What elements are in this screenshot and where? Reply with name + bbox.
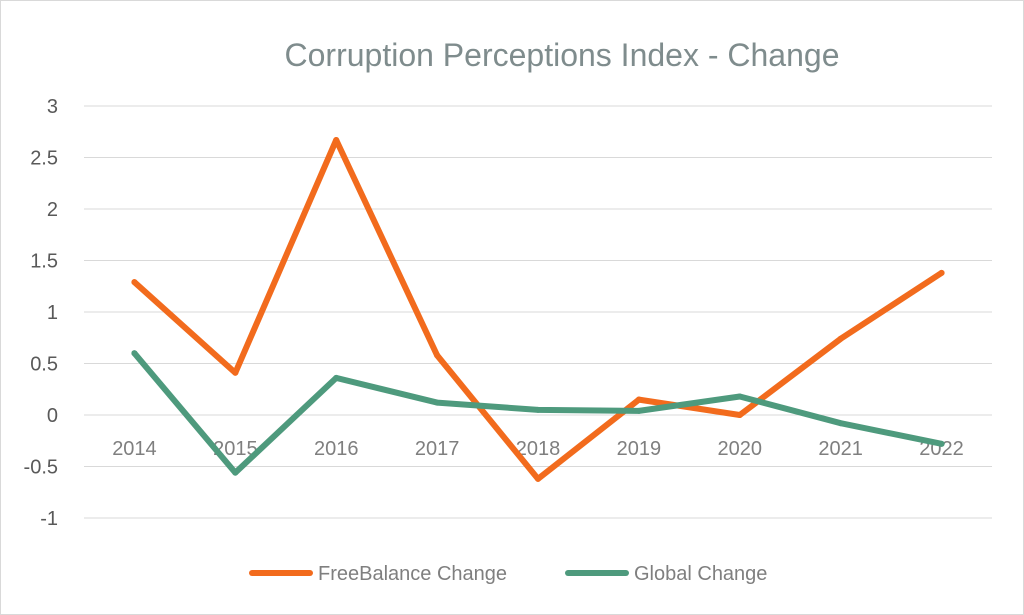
x-tick-label: 2020 xyxy=(718,438,763,460)
x-tick-label: 2015 xyxy=(213,438,258,460)
series-lines xyxy=(131,136,945,482)
y-axis-tick-labels: 3 2.5 2 1.5 1 0.5 0 -0.5 -1 xyxy=(24,96,58,530)
data-point xyxy=(635,407,642,414)
legend: FreeBalance Change Global Change xyxy=(249,563,767,585)
y-tick-label: 2 xyxy=(47,199,58,221)
chart-title: Corruption Perceptions Index - Change xyxy=(285,37,840,73)
y-tick-label: 2.5 xyxy=(30,148,58,170)
data-point xyxy=(736,412,743,418)
series-line-freebalance xyxy=(131,137,945,482)
y-tick-label: 1.5 xyxy=(30,251,58,273)
data-point xyxy=(837,420,844,427)
data-point xyxy=(232,469,239,476)
data-point xyxy=(434,352,441,359)
data-point xyxy=(938,269,945,276)
data-point xyxy=(434,399,441,406)
y-tick-label: 0 xyxy=(47,405,58,427)
y-tick-label: -1 xyxy=(40,508,58,530)
x-tick-label: 2017 xyxy=(415,438,460,460)
x-tick-label: 2019 xyxy=(617,438,662,460)
data-point xyxy=(635,396,642,403)
gridlines xyxy=(84,105,992,519)
y-tick-label: 0.5 xyxy=(30,354,58,376)
data-point xyxy=(535,475,541,482)
data-point xyxy=(837,335,844,342)
data-point xyxy=(333,374,340,381)
data-point xyxy=(333,136,340,143)
data-point xyxy=(131,279,138,286)
legend-label: FreeBalance Change xyxy=(318,563,507,585)
data-point xyxy=(535,406,541,413)
x-tick-label: 2014 xyxy=(112,438,157,460)
x-tick-label: 2018 xyxy=(516,438,561,460)
y-tick-label: -0.5 xyxy=(24,457,58,479)
data-point xyxy=(131,350,138,357)
y-tick-label: 3 xyxy=(47,96,58,118)
x-tick-label: 2016 xyxy=(314,438,359,460)
y-tick-label: 1 xyxy=(47,302,58,324)
legend-label: Global Change xyxy=(634,563,767,585)
data-point xyxy=(232,369,239,376)
x-axis-tick-labels: 2014 2015 2016 2017 2018 2019 2020 2021 2022 xyxy=(112,438,964,460)
data-point xyxy=(736,393,743,400)
data-point xyxy=(938,440,945,447)
x-tick-label: 2021 xyxy=(818,438,863,460)
